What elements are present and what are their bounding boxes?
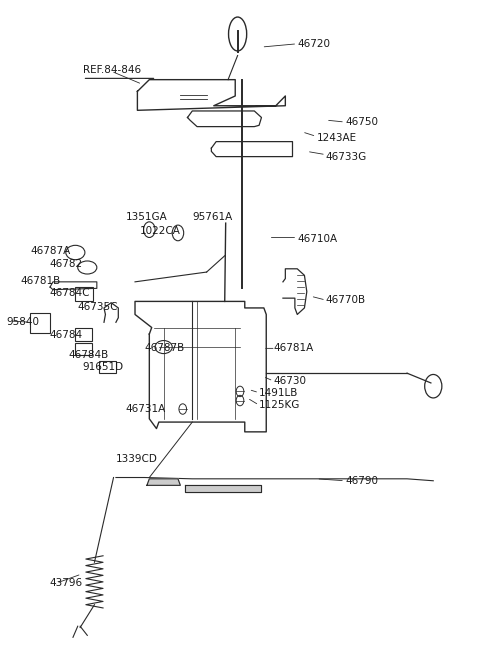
Text: 46730: 46730 [274,376,306,386]
Bar [75,328,92,341]
Text: 46790: 46790 [345,476,378,486]
Text: 46781A: 46781A [274,343,313,353]
Polygon shape [185,485,262,492]
Text: 46720: 46720 [297,39,330,48]
Text: 46710A: 46710A [297,234,337,244]
Text: 1125KG: 1125KG [259,400,300,410]
Text: REF.84-846: REF.84-846 [83,65,141,75]
Text: 46782: 46782 [49,259,82,269]
Text: 1351GA: 1351GA [125,212,167,221]
Text: 46784B: 46784B [68,350,108,360]
Text: 46784C: 46784C [49,288,90,298]
Text: 1022CA: 1022CA [140,226,180,236]
Text: 95761A: 95761A [192,212,232,221]
Bar [30,313,50,333]
Text: 1339CD: 1339CD [116,455,158,464]
Polygon shape [147,479,180,485]
Text: 46787B: 46787B [144,343,185,353]
Text: 95840: 95840 [6,317,39,328]
Text: 46784: 46784 [49,330,82,341]
Text: 46770B: 46770B [326,295,366,305]
Text: 46731A: 46731A [125,404,166,414]
Text: 1491LB: 1491LB [259,388,299,398]
Text: 46787A: 46787A [30,246,70,256]
Text: 46735C: 46735C [78,302,118,312]
Text: 91651D: 91651D [83,362,124,371]
Bar [75,287,94,301]
Bar [99,362,116,373]
Bar [75,343,92,355]
Text: 46733G: 46733G [326,151,367,162]
Text: 43796: 43796 [49,578,82,588]
Text: 1243AE: 1243AE [316,134,357,143]
Text: 46781B: 46781B [21,276,61,286]
Text: 46750: 46750 [345,117,378,127]
